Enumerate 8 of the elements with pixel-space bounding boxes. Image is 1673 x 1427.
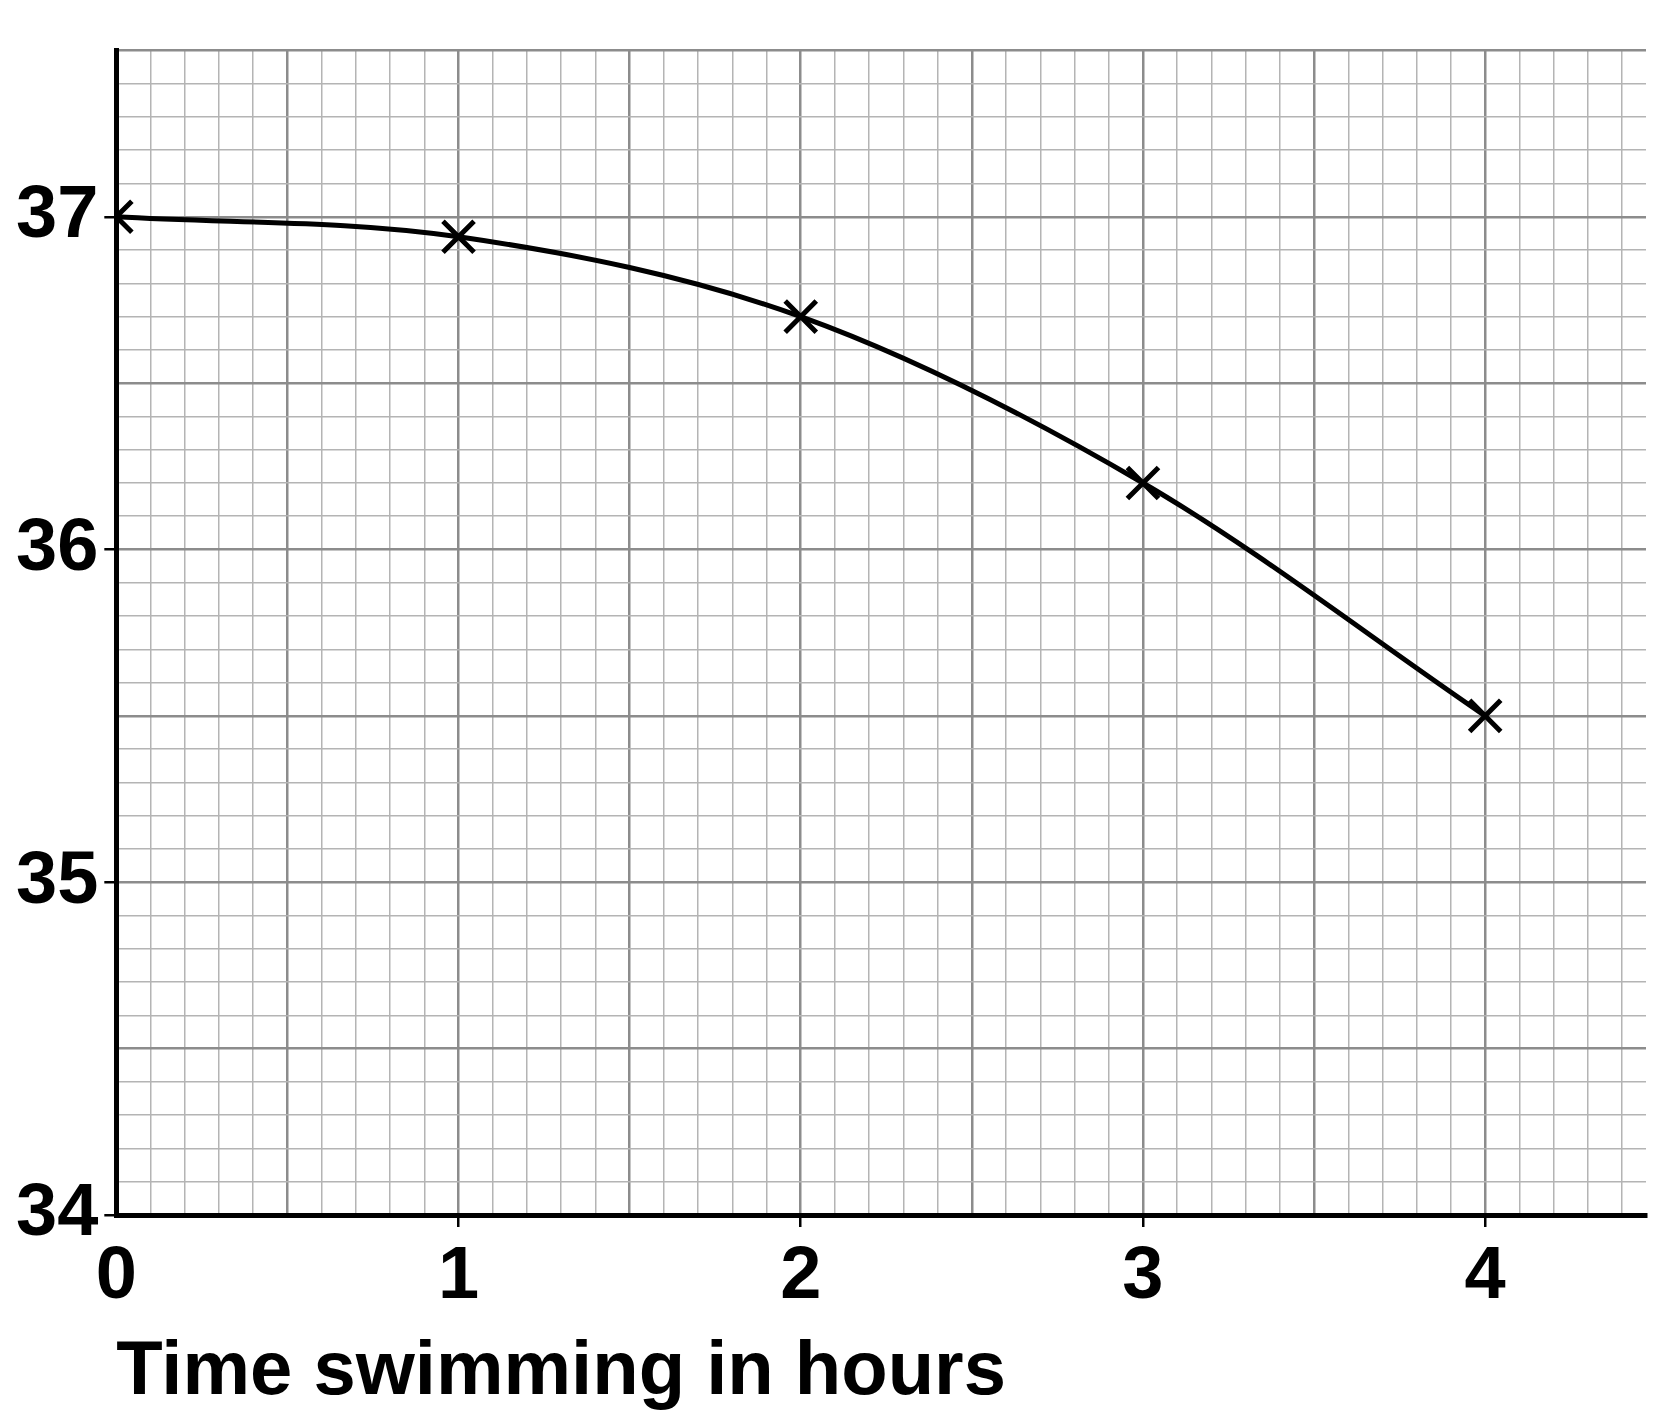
y-tick-label: 35	[16, 835, 99, 919]
x-axis-title: Time swimming in hours	[116, 1325, 1006, 1411]
y-tick-label: 36	[16, 502, 99, 586]
y-tick-label: 37	[16, 170, 99, 254]
x-tick-label: 4	[1464, 1230, 1506, 1314]
x-tick-label: 2	[780, 1230, 822, 1314]
x-tick-label: 1	[437, 1230, 480, 1314]
x-tick-label: 3	[1122, 1230, 1164, 1314]
